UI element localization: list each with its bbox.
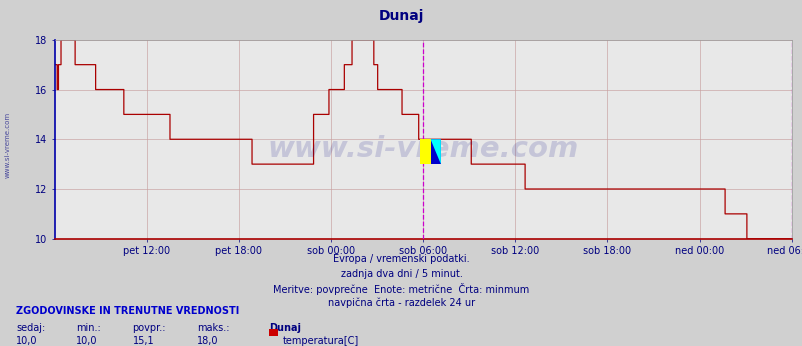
Text: Dunaj: Dunaj xyxy=(269,323,301,333)
Text: www.si-vreme.com: www.si-vreme.com xyxy=(5,112,10,179)
Text: Evropa / vremenski podatki.: Evropa / vremenski podatki. xyxy=(333,254,469,264)
Text: maks.:: maks.: xyxy=(196,323,229,333)
Text: temperatura[C]: temperatura[C] xyxy=(282,336,358,346)
Polygon shape xyxy=(430,139,440,164)
Text: www.si-vreme.com: www.si-vreme.com xyxy=(267,135,578,163)
Text: zadnja dva dni / 5 minut.: zadnja dva dni / 5 minut. xyxy=(340,269,462,279)
Text: ZGODOVINSKE IN TRENUTNE VREDNOSTI: ZGODOVINSKE IN TRENUTNE VREDNOSTI xyxy=(16,306,239,316)
Text: 18,0: 18,0 xyxy=(196,336,218,346)
Text: 10,0: 10,0 xyxy=(76,336,98,346)
Text: povpr.:: povpr.: xyxy=(132,323,166,333)
Text: min.:: min.: xyxy=(76,323,101,333)
Text: Dunaj: Dunaj xyxy=(379,9,423,22)
Text: 15,1: 15,1 xyxy=(132,336,154,346)
Polygon shape xyxy=(430,139,440,164)
Text: 10,0: 10,0 xyxy=(16,336,38,346)
Polygon shape xyxy=(419,139,430,164)
Text: navpična črta - razdelek 24 ur: navpična črta - razdelek 24 ur xyxy=(327,298,475,308)
Text: Meritve: povprečne  Enote: metrične  Črta: minmum: Meritve: povprečne Enote: metrične Črta:… xyxy=(273,283,529,295)
Text: sedaj:: sedaj: xyxy=(16,323,45,333)
